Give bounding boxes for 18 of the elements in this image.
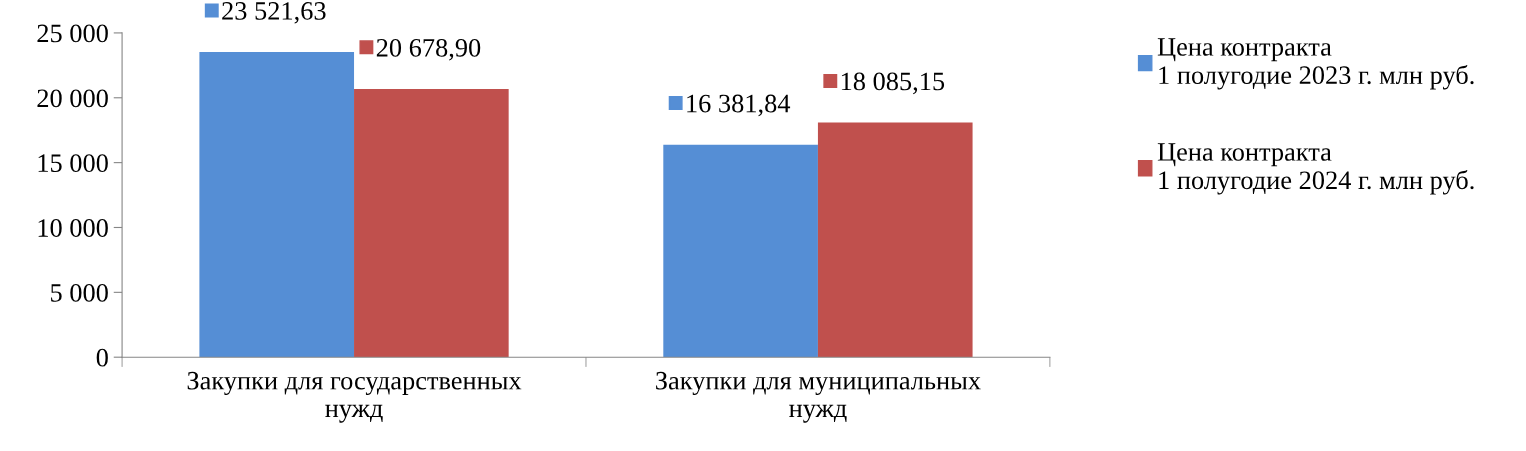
x-tick-label: Закупки для муниципальных нужд — [656, 371, 981, 423]
data-label: 18 085,15 — [841, 72, 945, 95]
legend-label: Цена контракта 1 полугодие 2023 г. млн руб. — [1157, 38, 1474, 90]
data-label: 23 521,63 — [222, 2, 326, 24]
y-tick-label: 0 — [96, 348, 108, 367]
x-tick-label: Закупки для государственных нужд — [187, 371, 522, 423]
data-label: 20 678,90 — [376, 38, 481, 61]
y-tick-label: 20 000 — [37, 89, 108, 108]
bar — [199, 52, 355, 358]
bar — [663, 144, 818, 358]
bar — [817, 122, 973, 358]
bar — [354, 88, 509, 358]
y-tick-label: 25 000 — [37, 24, 108, 43]
legend-label: Цена контракта 1 полугодие 2024 г. млн руб. — [1157, 143, 1474, 195]
data-label: 16 381,84 — [687, 94, 791, 117]
y-tick-label: 10 000 — [38, 219, 108, 237]
y-tick-label: 5 000 — [51, 283, 108, 302]
y-tick-label: 15 000 — [38, 154, 108, 173]
